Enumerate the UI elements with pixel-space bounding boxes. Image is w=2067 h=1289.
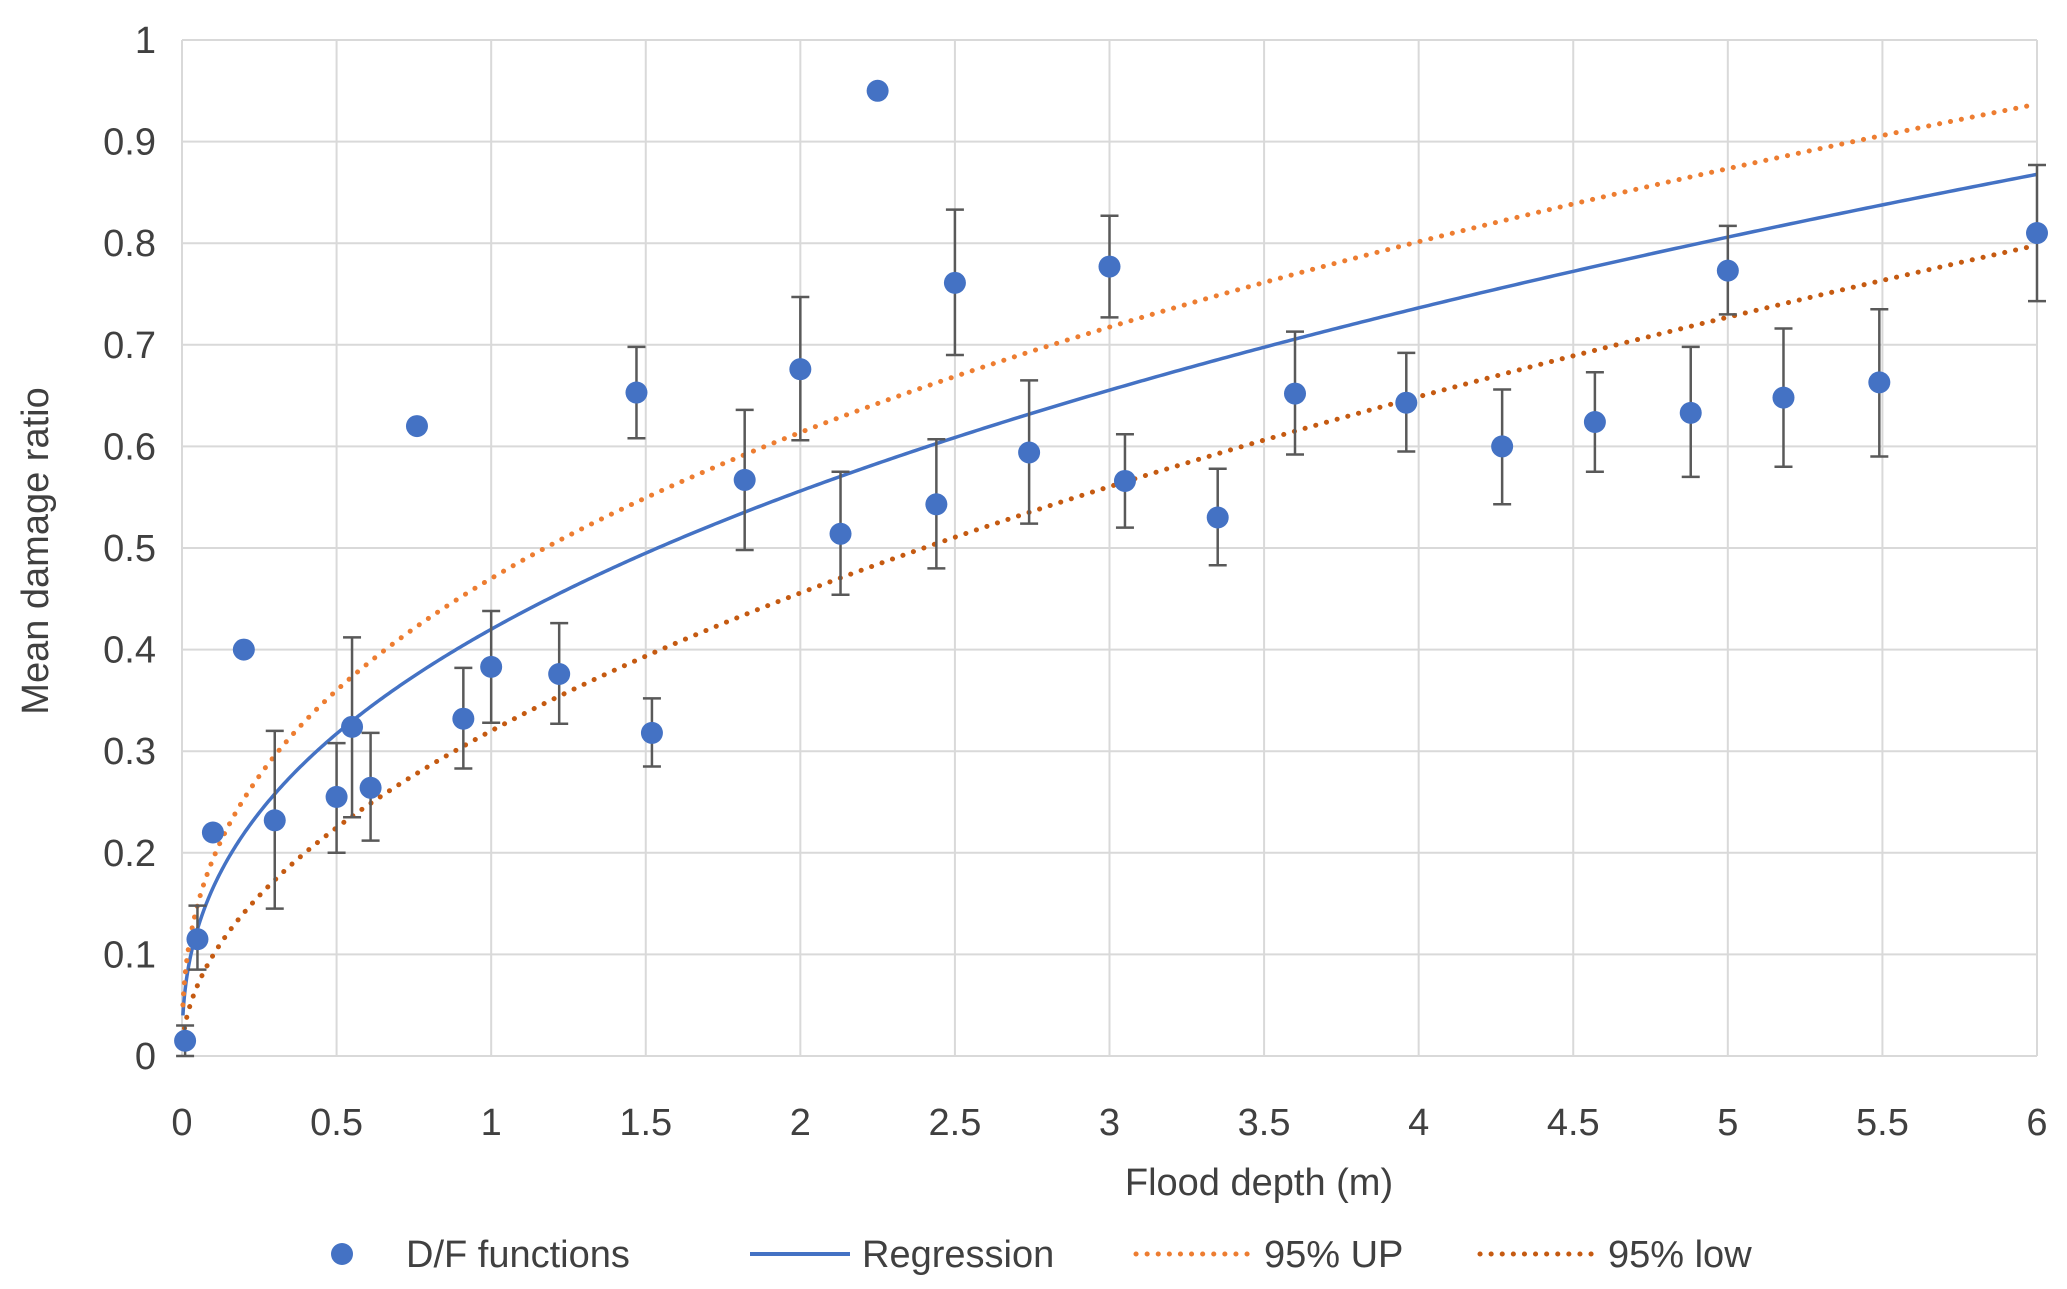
data-point xyxy=(263,809,286,832)
data-points xyxy=(174,79,2048,1052)
legend-label-lower: 95% low xyxy=(1608,1234,1752,1276)
data-point xyxy=(2026,222,2048,245)
data-point xyxy=(1679,401,1702,424)
data-point xyxy=(866,79,889,102)
fitted-curves xyxy=(180,101,2040,1042)
data-point xyxy=(1113,469,1136,492)
y-tick-label: 0.4 xyxy=(103,630,156,672)
y-tick-label: 0.8 xyxy=(103,223,156,265)
upper-95-line xyxy=(180,101,2040,1008)
data-point xyxy=(186,928,209,951)
x-tick-label: 6 xyxy=(2026,1102,2047,1144)
data-point xyxy=(452,707,475,730)
data-point xyxy=(1284,382,1306,405)
x-tick-label: 2.5 xyxy=(929,1102,982,1144)
data-point xyxy=(480,655,503,678)
data-point xyxy=(201,821,224,844)
y-tick-label: 0.2 xyxy=(103,833,156,875)
x-tick-label: 5.5 xyxy=(1856,1102,1909,1144)
data-point xyxy=(405,415,428,438)
x-tick-label: 3.5 xyxy=(1238,1102,1291,1144)
legend: D/F functions Regression 95% UP 95% low xyxy=(331,1234,1752,1276)
x-tick-label: 4.5 xyxy=(1547,1102,1600,1144)
y-tick-label: 0.6 xyxy=(103,426,156,468)
data-point xyxy=(548,662,571,685)
legend-label-points: D/F functions xyxy=(406,1234,630,1276)
error-bars xyxy=(176,163,2046,1058)
data-point xyxy=(829,522,852,545)
data-point xyxy=(625,381,648,404)
y-tick-label: 0 xyxy=(135,1036,156,1078)
x-axis-title: Flood depth (m) xyxy=(1125,1162,1393,1204)
data-point xyxy=(232,638,255,661)
data-point xyxy=(341,715,364,738)
data-point xyxy=(733,468,756,491)
gridlines xyxy=(181,39,2038,1057)
legend-label-regression: Regression xyxy=(862,1234,1054,1276)
data-point xyxy=(325,785,348,808)
data-point xyxy=(943,271,966,294)
data-point xyxy=(789,358,812,381)
y-tick-label: 1 xyxy=(135,20,156,62)
legend-swatch-points xyxy=(331,1243,353,1265)
data-point xyxy=(1868,371,1891,394)
data-point xyxy=(1206,506,1229,529)
y-axis-ticks: 0 0.1 0.2 0.3 0.4 0.5 0.6 0.7 0.8 0.9 1 xyxy=(103,20,156,1078)
x-tick-label: 4 xyxy=(1408,1102,1429,1144)
data-point xyxy=(640,721,663,744)
data-point xyxy=(1716,259,1739,282)
x-tick-label: 1 xyxy=(481,1102,502,1144)
x-tick-label: 0 xyxy=(171,1102,192,1144)
x-tick-label: 5 xyxy=(1717,1102,1738,1144)
y-tick-label: 0.7 xyxy=(103,325,156,367)
data-point xyxy=(359,776,382,799)
data-point xyxy=(1395,391,1418,414)
data-point xyxy=(1098,255,1121,278)
x-tick-label: 0.5 xyxy=(310,1102,363,1144)
y-tick-label: 0.1 xyxy=(103,934,156,976)
y-axis-title: Mean damage ratio xyxy=(15,387,57,714)
x-tick-label: 2 xyxy=(790,1102,811,1144)
x-axis-ticks: 0 0.5 1 1.5 2 2.5 3 3.5 4 4.5 5 5.5 6 xyxy=(171,1102,2047,1144)
data-point xyxy=(1772,386,1795,409)
x-tick-label: 3 xyxy=(1099,1102,1120,1144)
data-point xyxy=(925,493,948,516)
regression-line xyxy=(181,172,2038,1016)
data-point xyxy=(1583,411,1606,434)
data-point xyxy=(1491,435,1514,458)
y-tick-label: 0.3 xyxy=(103,731,156,773)
legend-label-upper: 95% UP xyxy=(1264,1234,1403,1276)
data-point xyxy=(1018,441,1041,464)
y-tick-label: 0.9 xyxy=(103,122,156,164)
x-tick-label: 1.5 xyxy=(619,1102,672,1144)
data-point xyxy=(174,1029,197,1052)
y-tick-label: 0.5 xyxy=(103,528,156,570)
